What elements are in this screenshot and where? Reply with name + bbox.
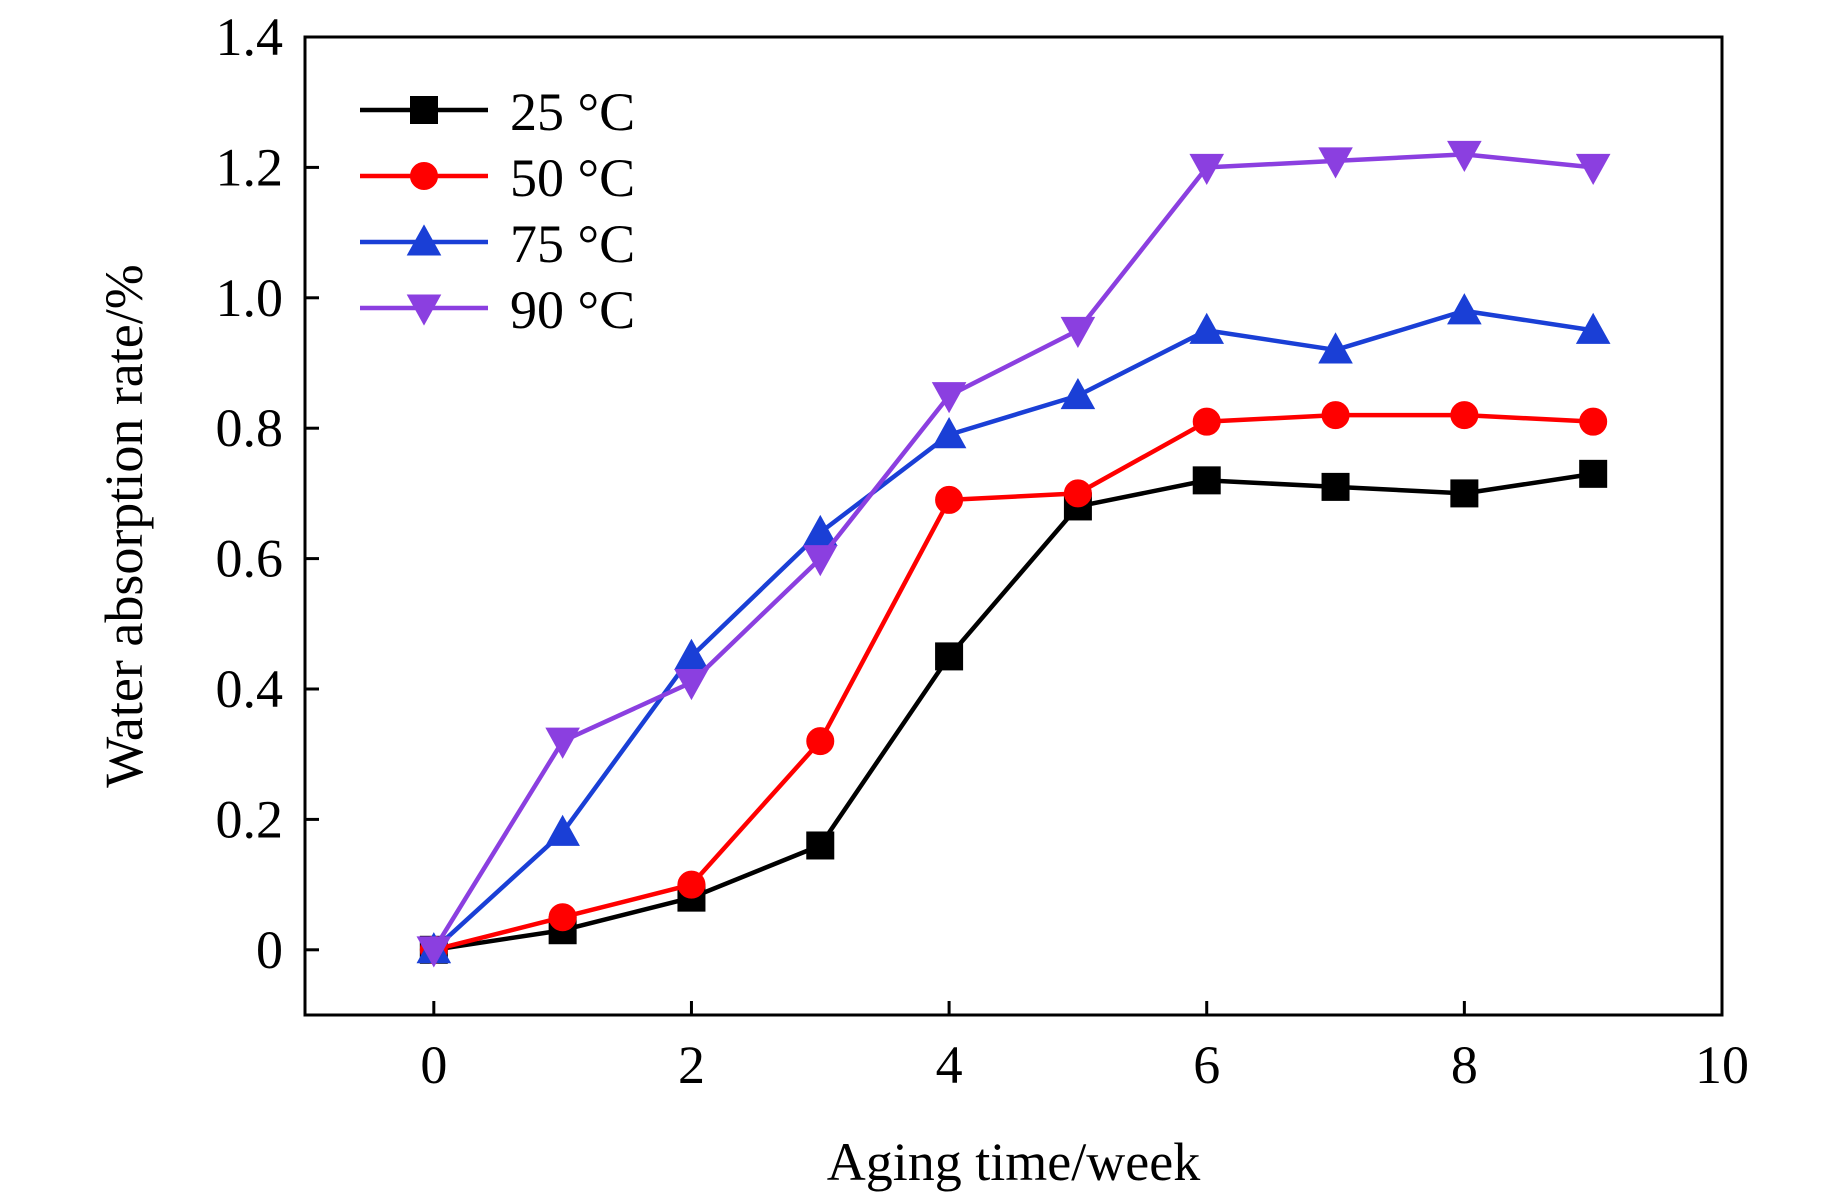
- data-point: [1450, 401, 1479, 430]
- y-tick-label: 0: [256, 920, 283, 980]
- plot-frame: [303, 35, 1724, 1017]
- x-tick-label: 2: [678, 1035, 705, 1095]
- series-1: [419, 459, 1608, 964]
- x-tick-label: 8: [1451, 1035, 1478, 1095]
- data-point: [1450, 479, 1479, 508]
- data-point: [416, 936, 452, 968]
- x-tick-label: 0: [420, 1035, 447, 1095]
- y-tick-label: 0.4: [216, 659, 284, 719]
- series-line: [431, 152, 1594, 951]
- x-tick-label: 10: [1695, 1035, 1749, 1095]
- series-2: [419, 401, 1608, 964]
- legend-label: 25 °C: [510, 82, 635, 142]
- y-tick-label: 0.8: [216, 398, 284, 458]
- series-3: [416, 293, 1611, 964]
- data-point: [1318, 332, 1353, 364]
- data-point: [1318, 147, 1353, 179]
- data-point: [1447, 293, 1482, 325]
- data-point: [1575, 312, 1611, 344]
- legend-entry: 50 °C: [360, 148, 635, 208]
- data-point: [674, 669, 709, 701]
- data-point: [1579, 459, 1608, 488]
- data-point: [545, 727, 580, 759]
- data-point: [1321, 401, 1350, 430]
- data-point: [806, 831, 835, 860]
- x-tick-label: 4: [936, 1035, 963, 1095]
- y-tick-label: 1.4: [216, 7, 284, 67]
- axes: 0 2 4 6 8 10 0 0.2 0.4 0.6 0.8 1.0 1.2 1.4: [216, 7, 1750, 1095]
- legend-entry: 75 °C: [360, 214, 635, 274]
- data-point: [1321, 472, 1350, 501]
- legend-label: 50 °C: [510, 148, 635, 208]
- series-line: [433, 471, 1594, 953]
- data-point: [1060, 316, 1096, 349]
- data-point: [1189, 153, 1225, 186]
- data-point: [1189, 312, 1225, 344]
- data-point: [1579, 407, 1608, 436]
- legend-marker: [410, 96, 438, 124]
- x-axis-title: Aging time/week: [827, 1132, 1200, 1192]
- data-point: [935, 642, 964, 671]
- y-tick-label: 1.0: [216, 268, 284, 328]
- data-point: [931, 417, 967, 449]
- data-point: [677, 870, 706, 899]
- data-point: [1192, 466, 1221, 495]
- data-point: [1063, 479, 1092, 508]
- x-tick-label: 6: [1193, 1035, 1220, 1095]
- data-point: [545, 814, 580, 846]
- legend-label: 75 °C: [510, 214, 635, 274]
- data-point: [674, 638, 709, 670]
- legend-marker: [406, 294, 442, 326]
- series-line: [433, 412, 1594, 952]
- legend-marker: [410, 162, 438, 190]
- data-point: [935, 485, 964, 514]
- legend-label: 90 °C: [510, 280, 635, 340]
- legend-entry: 25 °C: [360, 82, 635, 142]
- data-point: [802, 514, 838, 546]
- y-tick-label: 1.2: [216, 137, 284, 197]
- data-point: [931, 382, 967, 414]
- y-tick-label: 0.6: [216, 529, 284, 589]
- data-point: [1060, 377, 1096, 410]
- data-point: [1447, 140, 1482, 173]
- legend: 25 °C50 °C75 °C90 °C: [360, 82, 635, 340]
- data-point: [548, 903, 577, 932]
- y-tick-label: 0.2: [216, 789, 284, 849]
- data-point: [1192, 407, 1221, 436]
- data-point: [802, 545, 838, 577]
- plot-area: [416, 140, 1611, 968]
- data-point: [1575, 153, 1611, 186]
- data-point: [806, 727, 835, 756]
- series-4: [416, 140, 1611, 968]
- series-line: [432, 308, 1594, 952]
- legend-marker: [406, 224, 442, 256]
- legend-entry: 90 °C: [360, 280, 635, 340]
- y-axis-title: Water absorption rate/%: [94, 264, 154, 787]
